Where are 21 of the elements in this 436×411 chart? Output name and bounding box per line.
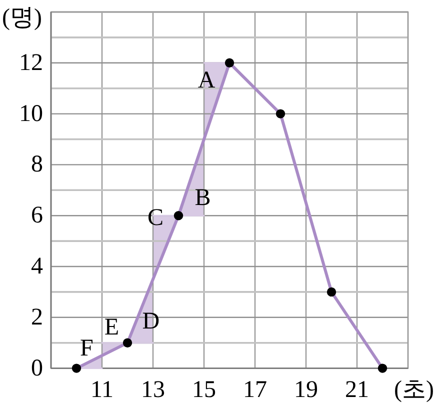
ytick: 12 bbox=[19, 50, 43, 76]
annotation: A bbox=[198, 68, 216, 94]
annotation: F bbox=[80, 335, 94, 362]
ytick: 6 bbox=[31, 202, 43, 229]
xlabel: (초) bbox=[394, 377, 434, 403]
ytick: 2 bbox=[31, 304, 43, 330]
annotation: D bbox=[142, 308, 160, 335]
xtick: 17 bbox=[243, 377, 267, 403]
annotation: E bbox=[104, 314, 120, 340]
annotation: C bbox=[148, 205, 164, 232]
ytick: 0 bbox=[31, 355, 43, 382]
ytick: 4 bbox=[31, 254, 43, 280]
ylabel: (명) bbox=[2, 5, 42, 31]
ytick: 8 bbox=[31, 152, 43, 178]
xtick: 15 bbox=[192, 377, 216, 403]
annotation: B bbox=[194, 184, 211, 211]
xtick: 19 bbox=[294, 377, 318, 403]
ytick: 10 bbox=[19, 100, 43, 127]
xtick: 21 bbox=[345, 377, 369, 403]
xtick: 11 bbox=[90, 377, 114, 403]
xtick: 13 bbox=[141, 377, 165, 403]
